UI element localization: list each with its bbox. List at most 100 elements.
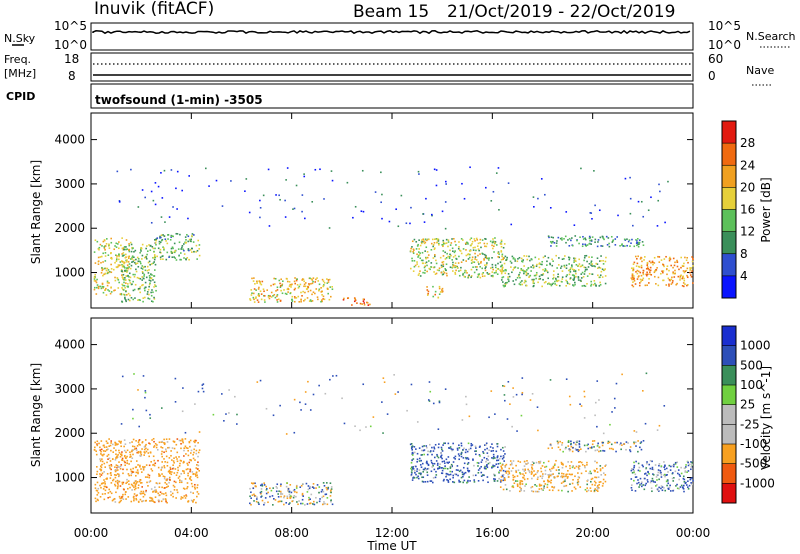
scatter-point [312, 291, 315, 294]
scatter-point [533, 470, 535, 472]
scatter-point [158, 499, 160, 502]
scatter-point [263, 503, 265, 506]
scatter-point [143, 448, 146, 451]
scatter-point [409, 267, 412, 270]
scatter-point [506, 281, 509, 284]
scatter-point [99, 446, 101, 449]
scatter-point [593, 480, 596, 483]
scatter-point [669, 490, 672, 492]
scatter-point [593, 490, 596, 493]
scatter-point [100, 469, 102, 472]
scatter-point [569, 271, 572, 273]
scatter-point [554, 277, 557, 280]
scatter-point [528, 469, 530, 472]
scatter-point [372, 416, 375, 418]
scatter-point [324, 493, 327, 496]
scatter-point [332, 375, 334, 377]
scatter-point [179, 481, 181, 484]
scatter-point [502, 456, 505, 459]
scatter-point [186, 482, 189, 484]
scatter-point [198, 254, 201, 257]
scatter-point [442, 255, 445, 257]
scatter-point [102, 450, 105, 452]
scatter-point [660, 485, 663, 487]
scatter-point [597, 442, 599, 445]
scatter-point [121, 481, 124, 484]
scatter-point [110, 474, 112, 477]
scatter-point [484, 264, 486, 267]
scatter-point [507, 476, 510, 478]
scatter-point [602, 432, 605, 435]
scatter-point [666, 273, 668, 276]
scatter-point [293, 495, 296, 497]
scatter-point [318, 500, 321, 503]
scatter-point [187, 474, 189, 477]
scatter-point [428, 238, 430, 241]
scatter-point [254, 482, 256, 485]
scatter-point [531, 468, 534, 470]
scatter-point [676, 487, 679, 490]
scatter-point [125, 246, 127, 248]
scatter-point [474, 474, 477, 477]
scatter-point [487, 273, 490, 275]
scatter-point [429, 390, 432, 393]
scatter-point [253, 277, 255, 279]
scatter-point [460, 442, 463, 445]
scatter-point [138, 425, 141, 428]
scatter-point [504, 268, 507, 271]
scatter-point [472, 261, 474, 263]
scatter-point [683, 478, 686, 481]
scatter-point [571, 265, 573, 268]
scatter-point [491, 457, 493, 459]
scatter-point [431, 466, 434, 468]
scatter-point [519, 473, 522, 475]
scatter-point [104, 450, 107, 453]
scatter-point [583, 444, 586, 447]
scatter-point [183, 455, 185, 457]
scatter-point [470, 262, 473, 264]
scatter-point [448, 447, 450, 449]
scatter-point [159, 251, 161, 254]
scatter-point [160, 500, 163, 503]
scatter-point [362, 210, 365, 213]
scatter-point [130, 470, 133, 473]
scatter-point [504, 484, 507, 486]
scatter-point [103, 471, 105, 473]
scatter-point [163, 493, 165, 495]
scatter-point [496, 455, 499, 457]
colorbar-tick-label: -1000 [740, 476, 775, 490]
scatter-point [573, 276, 576, 279]
scatter-point [559, 440, 561, 443]
scatter-point [411, 451, 414, 454]
scatter-point [666, 265, 669, 268]
scatter-point [547, 283, 549, 285]
scatter-point [145, 499, 148, 502]
scatter-point [115, 257, 118, 259]
scatter-point [143, 275, 145, 277]
scatter-point [504, 453, 506, 455]
scatter-point [624, 245, 626, 247]
scatter-point [152, 437, 155, 440]
scatter-point [551, 258, 553, 261]
scatter-point [578, 461, 580, 463]
scatter-point [125, 260, 128, 263]
scatter-point [135, 262, 137, 265]
scatter-point [284, 292, 287, 295]
scatter-point [294, 296, 296, 299]
scatter-point [183, 243, 185, 245]
scatter-point [125, 300, 127, 303]
scatter-point [196, 476, 199, 479]
scatter-point [526, 258, 529, 261]
scatter-point [322, 295, 325, 298]
scatter-point [192, 492, 195, 494]
scatter-point [181, 189, 183, 192]
scatter-point [423, 445, 425, 447]
scatter-point [254, 494, 257, 497]
scatter-point [115, 266, 118, 268]
scatter-point [423, 221, 426, 223]
scatter-point [470, 259, 473, 262]
scatter-point [425, 197, 427, 200]
scatter-point [421, 239, 423, 241]
scatter-point [126, 449, 129, 452]
scatter-point [165, 240, 167, 242]
